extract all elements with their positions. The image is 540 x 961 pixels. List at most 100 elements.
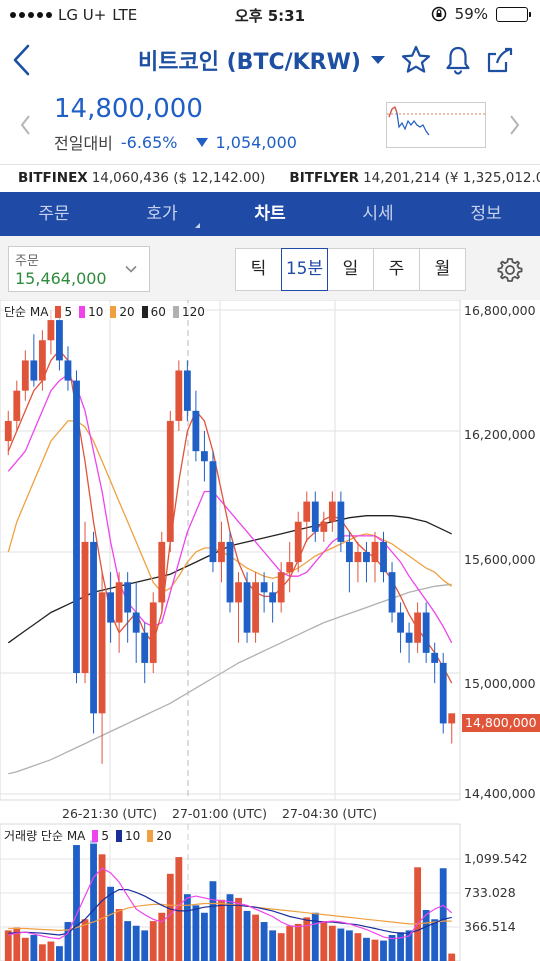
ma20-swatch [110, 305, 117, 318]
last-price-tag: 14,800,000 [462, 714, 540, 732]
candle-body [448, 713, 456, 724]
volume-ma-legend: 거래량 단순 MA 5 10 20 [4, 827, 172, 844]
vol-ma-period-label: 10 [125, 828, 141, 843]
order-dropdown[interactable]: 주문 15,464,000 [8, 246, 150, 292]
bell-icon[interactable] [442, 44, 474, 76]
order-value: 15,464,000 [15, 269, 107, 288]
candle-body [226, 541, 234, 603]
star-icon[interactable] [400, 44, 432, 76]
vol-ma5-swatch [92, 829, 99, 842]
vol-ma-period-label: 20 [156, 828, 172, 843]
candle-body [354, 552, 362, 563]
volume-tick-label: 366.514 [464, 919, 516, 934]
vol-ma-period-label: 5 [101, 828, 110, 843]
tab-quotes[interactable]: 시세 [324, 192, 432, 236]
ma5-swatch [55, 305, 62, 318]
candle-body [56, 320, 63, 361]
y-tick-label: 14,400,000 [464, 786, 536, 801]
candle-body [4, 420, 12, 442]
mini-chart-line-up [388, 106, 398, 118]
volume-bar [311, 912, 319, 961]
volume-bar [141, 930, 149, 961]
chart-settings-button[interactable] [480, 248, 540, 291]
volume-bar [422, 909, 430, 961]
nav-bar: 비트코인 (BTC/KRW) [0, 32, 540, 88]
candle-body [337, 501, 345, 542]
volume-bar [218, 899, 225, 961]
tab-chart[interactable]: 차트 [216, 192, 324, 236]
volume-bar [448, 953, 456, 961]
chevron-left-icon[interactable] [8, 42, 38, 78]
period-15min[interactable]: 15분 [281, 248, 328, 291]
volume-bar [149, 921, 157, 961]
volume-bar [107, 886, 115, 961]
candle-body [328, 501, 336, 522]
share-icon[interactable] [484, 44, 516, 76]
candle-body [243, 582, 251, 633]
candle-body [371, 541, 379, 563]
status-bar: LG U+ LTE 오후 5:31 59% [0, 0, 540, 32]
volume-bar [277, 933, 285, 961]
volume-bar [30, 935, 38, 961]
volume-bar [201, 912, 208, 961]
x-tick-label: 26-21:30 (UTC) [62, 806, 157, 821]
chart-svg [0, 300, 461, 961]
period-week[interactable]: 주 [373, 248, 420, 291]
period-day[interactable]: 일 [327, 248, 374, 291]
volume-tick-label: 733.028 [464, 885, 516, 900]
candle-body [175, 370, 183, 421]
candle-body [209, 461, 217, 563]
y-tick-label: 15,600,000 [464, 552, 536, 567]
price-ma-legend: 단순 MA 5 10 20 60 120 [4, 303, 205, 320]
tab-label: 시세 [362, 204, 394, 224]
prev-coin-icon[interactable] [18, 112, 34, 138]
volume-bar [166, 873, 174, 961]
caret-down-icon [370, 56, 385, 64]
order-label: 주문 [15, 254, 39, 269]
volume-bar [56, 946, 63, 961]
candle-body [431, 652, 439, 663]
volume-bar [158, 912, 166, 961]
next-coin-icon[interactable] [506, 112, 522, 138]
volume-bar [73, 845, 80, 961]
volume-bar [226, 894, 234, 961]
vol-ma20-swatch [147, 829, 154, 842]
clock: 오후 5:31 [234, 7, 306, 25]
coin-selector[interactable]: 비트코인 (BTC/KRW) [138, 44, 385, 76]
period-month[interactable]: 월 [419, 248, 466, 291]
status-left: LG U+ LTE [10, 6, 137, 24]
exchange-name: BITFINEX [18, 169, 88, 186]
exchange-value: 14,201,214 (¥ 1,325,012.00) [363, 169, 540, 186]
volume-bar [337, 928, 345, 961]
period-tick[interactable]: 틱 [235, 248, 282, 291]
status-right: 59% [431, 5, 531, 23]
volume-bar [345, 930, 353, 961]
volume-bar [47, 941, 55, 961]
volume-ma10-line [8, 889, 452, 936]
volume-bar [21, 937, 29, 961]
tab-orderbook[interactable]: 호가 [108, 192, 216, 236]
period-selector: 틱 15분 일 주 월 [235, 248, 466, 291]
candle-body [363, 552, 370, 563]
candle-body [38, 340, 46, 381]
candle-body [269, 592, 277, 603]
price-plot-frame [0, 300, 461, 801]
candle-body [345, 541, 353, 563]
ma60-swatch [141, 305, 148, 318]
volume-bar [4, 930, 12, 961]
signal-icon [10, 12, 52, 18]
tab-info[interactable]: 정보 [432, 192, 540, 236]
volume-bar [405, 930, 413, 961]
candle-body [98, 592, 106, 714]
price-chart[interactable]: 단순 MA 5 10 20 60 120 16,800,000 16,200,0… [0, 300, 540, 961]
volume-bar [439, 868, 447, 961]
tab-order[interactable]: 주문 [0, 192, 108, 236]
volume-bar [192, 905, 200, 961]
candle-body [294, 521, 302, 563]
tab-label: 정보 [470, 204, 502, 224]
battery-percent: 59% [454, 5, 488, 23]
change-label: 전일대비 [54, 134, 113, 153]
vol-legend-prefix: 거래량 단순 MA [4, 829, 86, 843]
battery-icon [496, 6, 531, 22]
chart-controls: 주문 15,464,000 틱 15분 일 주 월 [0, 236, 540, 300]
